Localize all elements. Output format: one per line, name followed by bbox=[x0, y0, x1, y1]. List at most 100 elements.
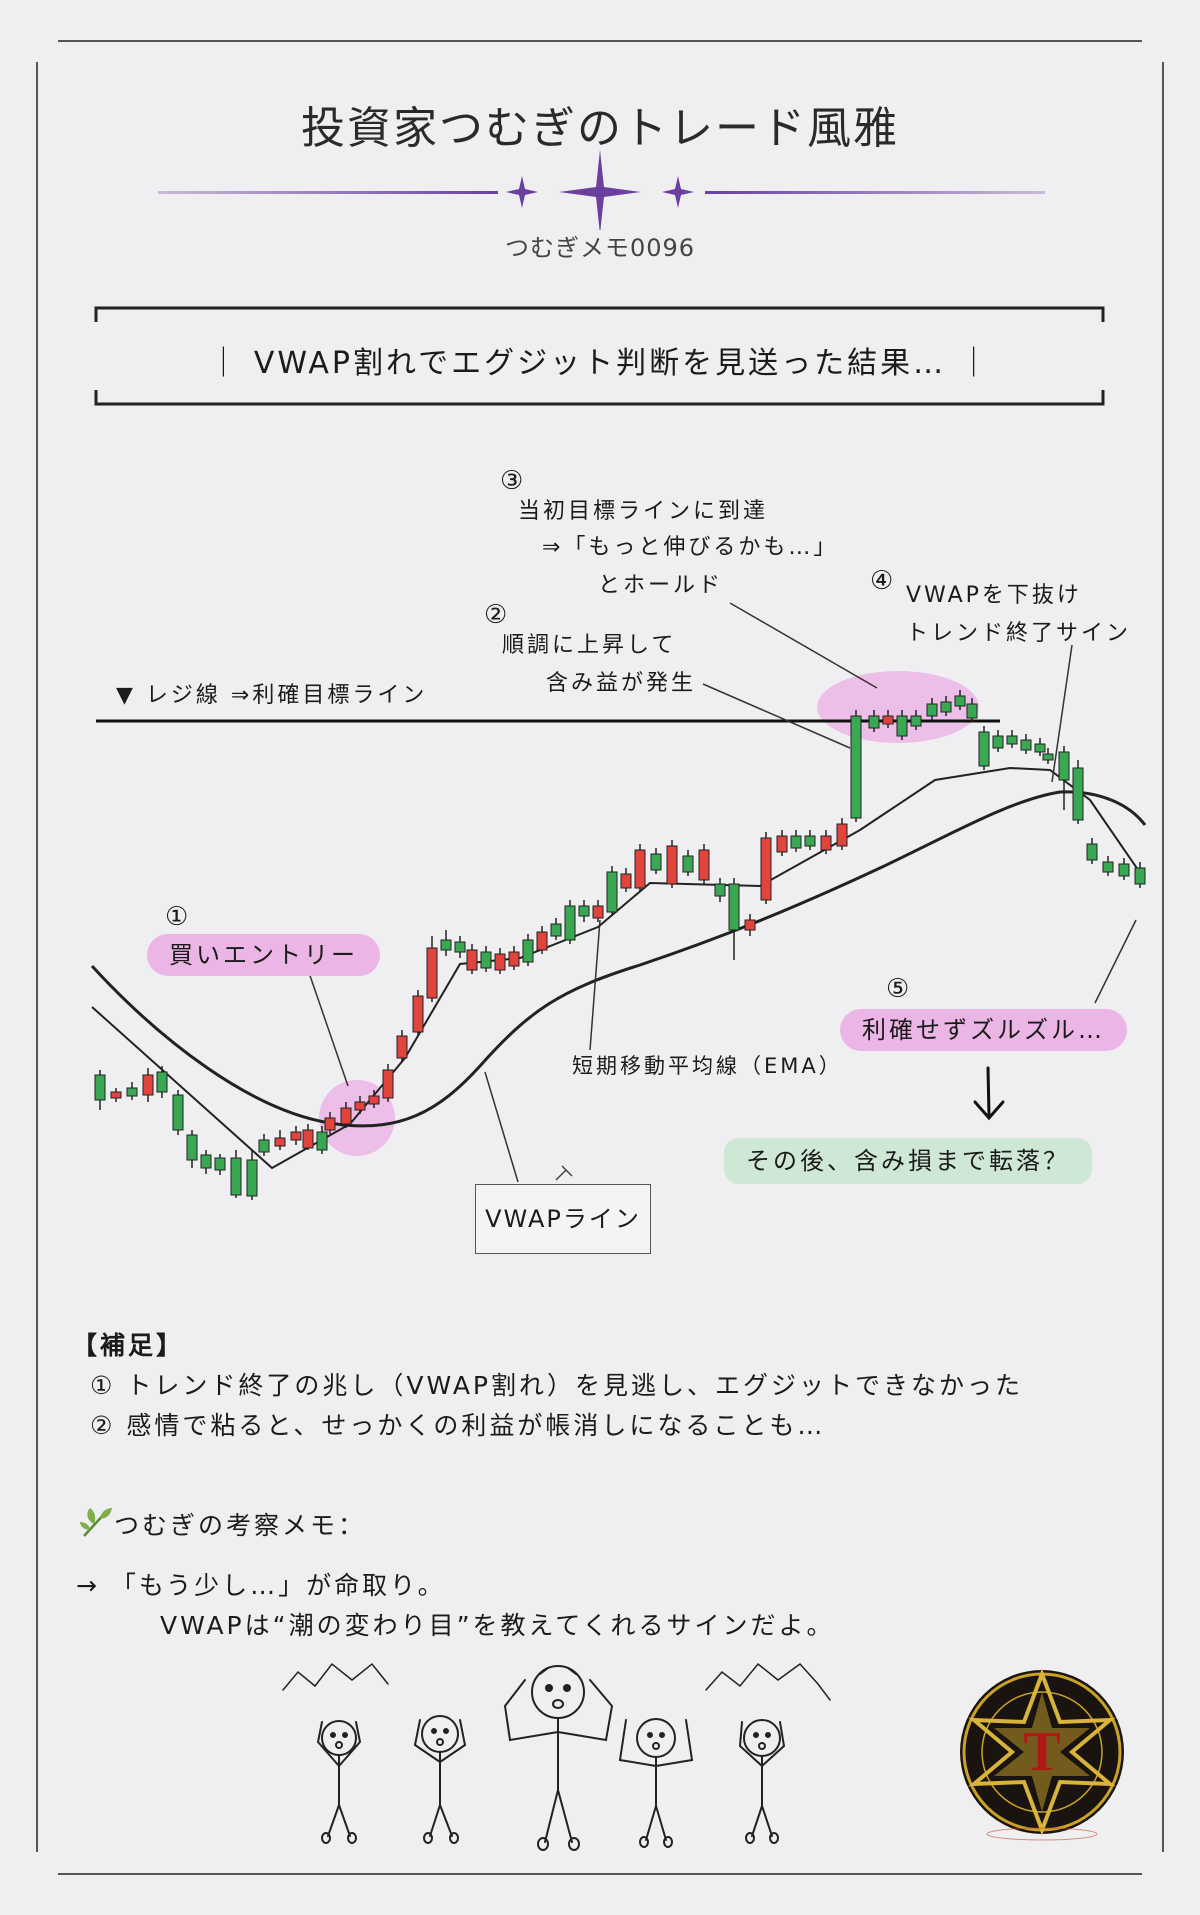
annotation-4-line-2: トレンド終了サイン bbox=[906, 621, 1132, 646]
candlestick bbox=[868, 710, 880, 732]
candlestick bbox=[126, 1082, 138, 1100]
after-label: その後、含み損まで転落？ bbox=[724, 1138, 1092, 1184]
candlestick bbox=[1134, 862, 1146, 888]
candlestick bbox=[94, 1070, 106, 1110]
frame-bottom-line bbox=[58, 1873, 1142, 1875]
leader-line-4 bbox=[1051, 644, 1073, 783]
ema-label: 短期移動平均線（EMA） bbox=[572, 1054, 843, 1078]
vwap-label: VWAPライン bbox=[485, 1205, 641, 1233]
candlestick bbox=[1020, 734, 1032, 754]
leaf-icon bbox=[80, 1508, 112, 1537]
candlestick bbox=[426, 936, 438, 1002]
candlestick bbox=[290, 1126, 302, 1145]
leader-line-5 bbox=[1094, 919, 1137, 1004]
annotation-4-line-1: VWAPを下抜け bbox=[906, 583, 1082, 608]
candlestick bbox=[896, 710, 908, 740]
candlestick bbox=[258, 1134, 270, 1156]
candlestick bbox=[850, 710, 862, 822]
candlestick bbox=[728, 878, 740, 960]
candlestick bbox=[550, 918, 562, 940]
svg-text:T: T bbox=[1023, 1721, 1060, 1783]
vwap-line bbox=[90, 790, 1147, 1128]
annotation-3-line-3: とホールド bbox=[598, 573, 724, 598]
annotation-1-number: ① bbox=[165, 902, 189, 932]
note-item-1: ① トレンド終了の兆し（VWAP割れ）を見逃し、エグジットできなかった bbox=[90, 1371, 1023, 1400]
annotation-2-number: ② bbox=[484, 600, 508, 630]
leader-line-3 bbox=[729, 602, 878, 689]
annotation-3-line-2: ⇒「もっと伸びるかも…」 bbox=[542, 535, 839, 560]
emblem-logo-icon: T bbox=[960, 1668, 1124, 1841]
candlestick bbox=[1034, 738, 1046, 756]
candlestick bbox=[1042, 748, 1054, 764]
candlestick bbox=[882, 710, 894, 728]
candlestick bbox=[820, 830, 832, 854]
candlestick bbox=[354, 1096, 366, 1114]
down-arrow-icon bbox=[973, 1066, 1005, 1121]
stick-figure-icon bbox=[618, 1718, 694, 1848]
no-profit-taking-label: 利確せずズルズル… bbox=[840, 1009, 1127, 1051]
candlestick bbox=[172, 1090, 184, 1135]
entry-label: 買いエントリー bbox=[147, 934, 380, 976]
candlestick bbox=[620, 868, 632, 892]
leader-line-vwap bbox=[484, 1071, 519, 1183]
candlestick bbox=[966, 698, 978, 722]
candlestick bbox=[564, 900, 576, 944]
candlestick bbox=[836, 818, 848, 850]
stick-figure-icon bbox=[705, 1662, 831, 1844]
candlestick bbox=[760, 832, 772, 904]
candlestick bbox=[316, 1126, 328, 1154]
candlestick bbox=[592, 900, 604, 922]
frame-top-line bbox=[58, 40, 1142, 42]
candlestick bbox=[978, 726, 990, 770]
annotation-3-line-1: 当初目標ラインに到達 bbox=[518, 499, 769, 524]
candlestick bbox=[578, 900, 590, 922]
vwap-label-box: VWAPライン bbox=[475, 1184, 651, 1254]
annotation-4-number: ④ bbox=[870, 566, 894, 596]
candlestick bbox=[522, 934, 534, 966]
candlestick bbox=[776, 830, 788, 856]
leader-line-ema bbox=[589, 919, 601, 1051]
candlestick bbox=[940, 696, 952, 716]
sparkle-ornament bbox=[158, 150, 1045, 230]
candlestick bbox=[494, 948, 506, 974]
candlestick bbox=[110, 1088, 122, 1102]
candlestick bbox=[480, 946, 492, 972]
candlestick bbox=[634, 844, 646, 892]
candlestick bbox=[698, 844, 710, 884]
candlestick bbox=[1102, 856, 1114, 876]
candlestick bbox=[396, 1030, 408, 1062]
frame-right-line bbox=[1162, 62, 1164, 1852]
stick-figure-icon bbox=[503, 1665, 614, 1851]
candlestick bbox=[302, 1124, 314, 1150]
candlestick bbox=[1086, 838, 1098, 864]
page-title: 投資家つむぎのトレード風雅 bbox=[301, 103, 899, 154]
candlestick bbox=[804, 830, 816, 850]
sparkle-icon bbox=[506, 150, 694, 230]
candlestick bbox=[368, 1090, 380, 1108]
candlestick bbox=[666, 840, 678, 888]
candlestick bbox=[230, 1150, 242, 1198]
stick-figure-icon bbox=[413, 1715, 467, 1844]
candlestick bbox=[1072, 760, 1084, 824]
candlestick bbox=[926, 698, 938, 720]
candlestick bbox=[200, 1150, 212, 1174]
candlestick bbox=[340, 1102, 352, 1128]
candlestick bbox=[412, 990, 424, 1036]
note-item-2: ② 感情で粘ると、せっかくの利益が帳消しになることも… bbox=[90, 1411, 826, 1440]
candlestick bbox=[910, 710, 922, 730]
candlestick bbox=[1118, 858, 1130, 880]
candlestick bbox=[382, 1064, 394, 1102]
candlestick bbox=[606, 866, 618, 916]
candlestick bbox=[466, 944, 478, 974]
ema-line bbox=[91, 766, 1146, 1170]
candlestick bbox=[274, 1130, 286, 1150]
candlestick bbox=[214, 1154, 226, 1175]
candlestick bbox=[440, 930, 452, 956]
candlestick bbox=[186, 1130, 198, 1168]
stick-figure-icon bbox=[282, 1662, 389, 1844]
candlestick bbox=[1058, 746, 1070, 810]
candlestick bbox=[790, 830, 802, 852]
leader-line-2 bbox=[702, 683, 851, 749]
candlestick bbox=[246, 1150, 258, 1200]
pin-icon bbox=[555, 1165, 573, 1181]
